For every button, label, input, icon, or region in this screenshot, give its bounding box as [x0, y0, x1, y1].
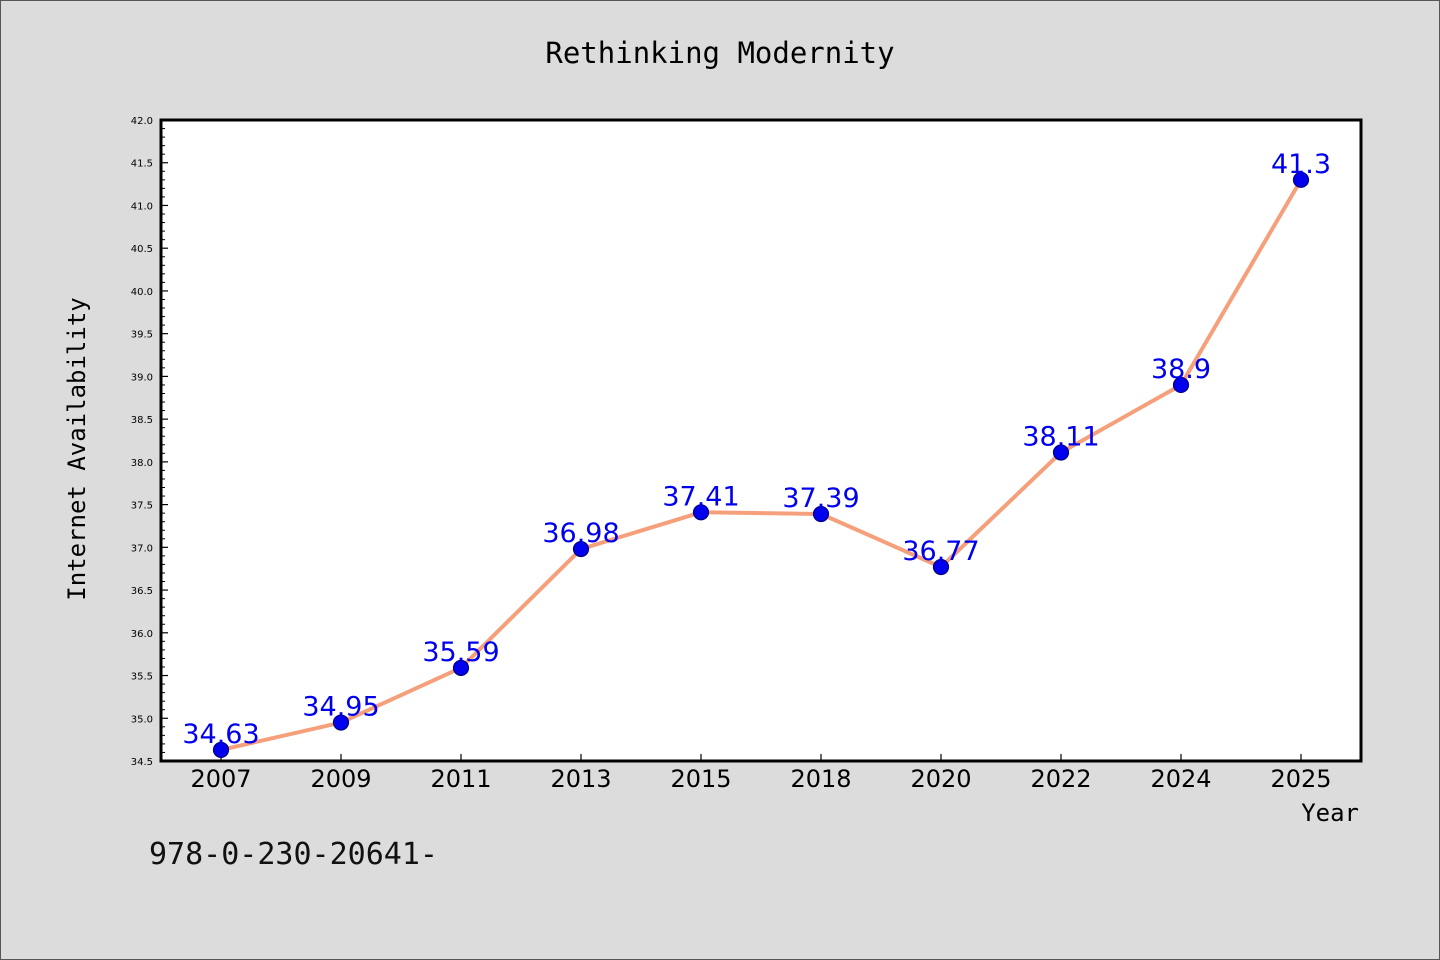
y-tick-label: 38.5 [131, 415, 153, 426]
data-label: 35.59 [422, 637, 499, 668]
isbn-text: 978-0-230-20641- [149, 837, 438, 872]
data-label: 41.3 [1271, 149, 1331, 180]
y-tick-label: 40.0 [131, 287, 153, 298]
y-tick-label: 40.5 [131, 244, 153, 255]
x-tick-label: 2022 [1030, 765, 1091, 793]
x-tick-label: 2015 [670, 765, 731, 793]
data-point [1052, 444, 1070, 461]
series-line [219, 177, 1303, 752]
data-point [932, 558, 950, 576]
y-axis-title: Internet Availability [63, 297, 91, 600]
y-tick-label: 36.0 [131, 629, 153, 640]
data-label: 37.41 [662, 481, 739, 512]
data-labels: 34.63 34.95 35.59 36.98 37.41 37.39 36.77 38.11… [182, 149, 1331, 750]
data-point [452, 659, 470, 676]
y-tick-label: 38.0 [131, 458, 153, 469]
y-tick-label: 35.0 [131, 714, 153, 725]
x-tick-label: 2025 [1270, 765, 1331, 793]
plot-area [159, 118, 1363, 763]
data-point [1172, 376, 1190, 394]
data-label: 38.11 [1022, 421, 1099, 452]
y-tick-label: 41.0 [131, 201, 153, 212]
data-point [212, 741, 230, 758]
data-point [812, 505, 830, 523]
y-axis: 34.5 35.0 35.5 36.0 36.5 37.0 37.5 38.0 38.5 39.0… [131, 116, 168, 768]
data-label: 36.98 [542, 518, 619, 549]
x-tick-label: 2024 [1150, 765, 1211, 793]
x-tick-label: 2013 [550, 765, 611, 793]
data-point [692, 504, 710, 521]
x-axis: 2007 2009 2011 2013 2015 2018 2020 2022 2024 2025 [190, 754, 1332, 793]
y-tick-label: 39.0 [131, 372, 153, 383]
data-label: 36.77 [902, 536, 979, 567]
data-label: 34.63 [182, 719, 259, 750]
y-tick-label: 37.5 [131, 501, 153, 512]
data-label: 38.9 [1151, 354, 1211, 385]
data-point [1292, 171, 1310, 188]
y-tick-label: 35.5 [131, 672, 153, 683]
y-tick-label: 42.0 [131, 116, 153, 127]
x-axis-title: Year [1301, 799, 1359, 827]
chart-title: Rethinking Modernity [545, 36, 894, 70]
data-series [212, 171, 1310, 758]
y-tick-label: 34.5 [131, 757, 153, 768]
y-tick-label: 37.0 [131, 543, 153, 554]
y-tick-label: 41.5 [131, 159, 153, 170]
data-point [572, 540, 590, 558]
data-point [332, 714, 350, 731]
x-tick-label: 2007 [190, 765, 251, 793]
x-tick-label: 2011 [430, 765, 491, 793]
x-tick-label: 2009 [310, 765, 371, 793]
x-tick-label: 2018 [790, 765, 851, 793]
y-tick-label: 36.5 [131, 586, 153, 597]
data-label: 37.39 [782, 483, 859, 514]
x-tick-label: 2020 [910, 765, 971, 793]
y-tick-label: 39.5 [131, 330, 153, 341]
data-label: 34.95 [302, 692, 379, 723]
